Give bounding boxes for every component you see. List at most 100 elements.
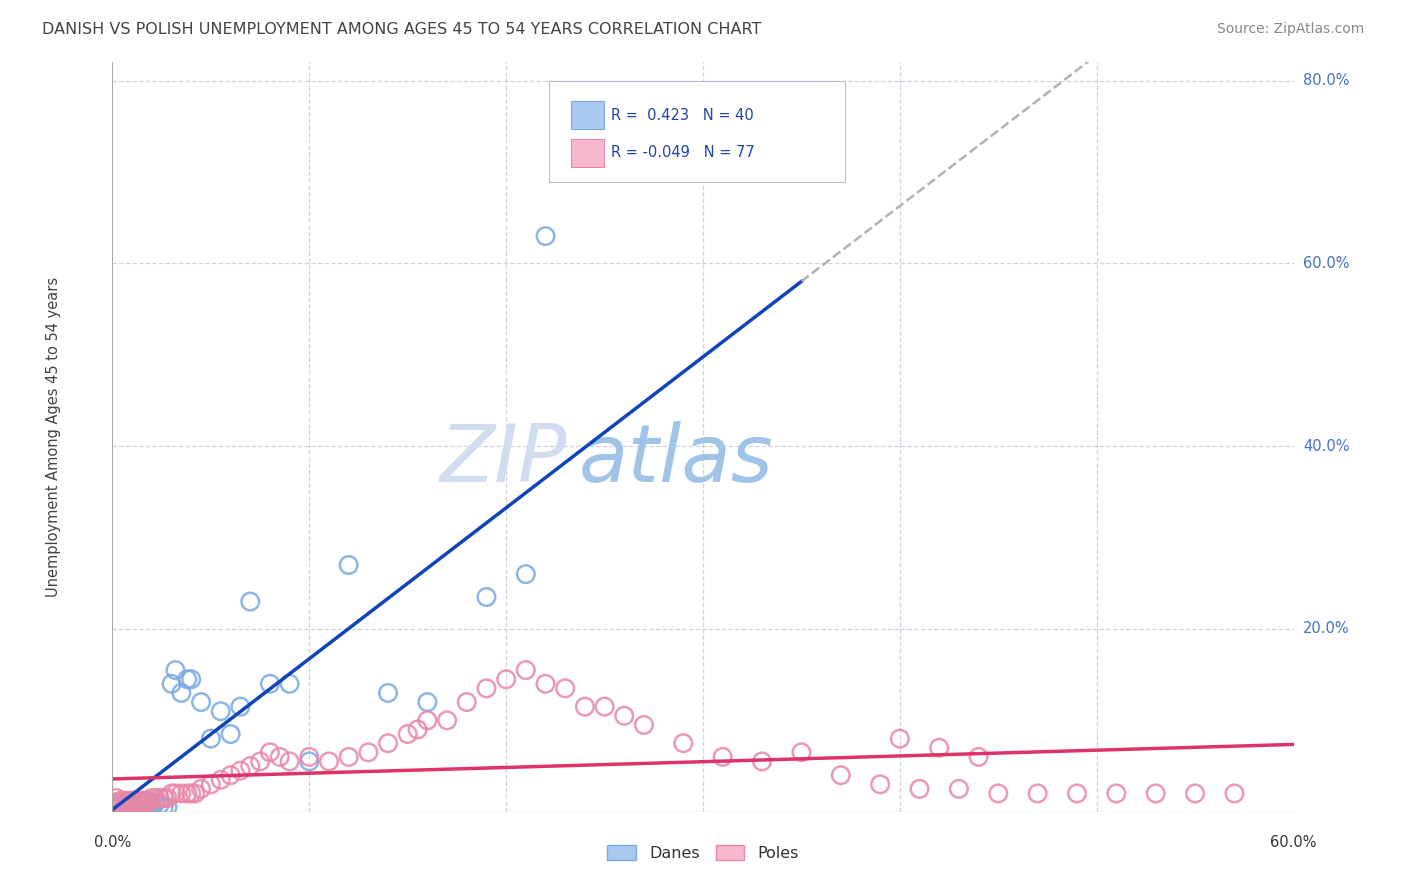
Point (105, 791, 128, 805)
Point (948, 781, 970, 796)
Point (830, 768, 852, 782)
Point (249, 755, 271, 769)
Point (141, 791, 163, 805)
Point (190, 695, 212, 709)
Point (436, 714, 458, 728)
Point (200, 777, 222, 791)
Point (165, 663, 187, 677)
Point (136, 796, 159, 810)
Point (967, 750, 990, 764)
Point (574, 699, 596, 714)
Point (554, 681, 576, 696)
Point (1066, 787, 1088, 801)
Point (219, 768, 242, 782)
Point (170, 686, 193, 700)
Point (132, 797, 155, 812)
Point (103, 796, 125, 810)
Point (145, 796, 167, 810)
Text: 40.0%: 40.0% (1303, 439, 1350, 454)
Point (633, 718, 655, 732)
Point (298, 750, 321, 764)
Text: atlas: atlas (579, 420, 773, 499)
Point (1184, 787, 1206, 801)
Text: Source: ZipAtlas.com: Source: ZipAtlas.com (1216, 22, 1364, 37)
Text: ZIP: ZIP (440, 420, 567, 499)
Text: 80.0%: 80.0% (1303, 73, 1350, 88)
Point (515, 567, 537, 582)
Point (377, 686, 399, 700)
Point (156, 791, 179, 805)
Point (475, 681, 498, 696)
Point (176, 787, 198, 801)
Point (278, 755, 301, 769)
Point (149, 797, 172, 812)
Point (131, 796, 153, 810)
Point (869, 777, 891, 791)
Point (456, 695, 478, 709)
Point (120, 796, 142, 810)
Point (145, 791, 167, 805)
Point (711, 750, 734, 764)
Point (110, 794, 132, 808)
Point (112, 794, 135, 808)
Text: R = -0.049   N = 77: R = -0.049 N = 77 (610, 145, 755, 161)
Point (139, 797, 162, 812)
Point (790, 745, 813, 759)
Point (515, 663, 537, 677)
Point (239, 594, 262, 608)
Point (259, 677, 281, 691)
Point (107, 796, 129, 810)
Point (121, 800, 143, 814)
Point (131, 796, 153, 810)
Point (269, 750, 291, 764)
Point (160, 787, 183, 801)
Point (125, 800, 148, 814)
Point (259, 745, 281, 759)
Point (141, 800, 163, 814)
Point (239, 759, 262, 773)
Point (156, 800, 179, 814)
Point (115, 796, 138, 810)
Point (1105, 787, 1128, 801)
Point (416, 714, 439, 728)
Text: R =  0.423   N = 40: R = 0.423 N = 40 (610, 108, 754, 122)
Text: 20.0%: 20.0% (1303, 622, 1350, 637)
Point (105, 800, 128, 814)
Point (160, 677, 183, 691)
Point (928, 740, 950, 755)
Point (475, 590, 498, 604)
Point (278, 677, 301, 691)
Point (751, 755, 773, 769)
Point (110, 797, 132, 812)
Point (129, 794, 152, 808)
Point (209, 772, 232, 787)
Point (170, 787, 193, 801)
Point (127, 796, 149, 810)
Text: Unemployment Among Ages 45 to 54 years: Unemployment Among Ages 45 to 54 years (46, 277, 60, 597)
Point (152, 791, 174, 805)
Point (1144, 787, 1167, 801)
Point (122, 797, 145, 812)
Bar (571, 101, 603, 129)
FancyBboxPatch shape (550, 81, 845, 182)
Point (200, 731, 222, 746)
Point (1223, 787, 1246, 801)
Text: 60.0%: 60.0% (1270, 835, 1317, 849)
Point (406, 723, 429, 737)
Point (180, 787, 202, 801)
Point (416, 695, 439, 709)
Point (337, 750, 360, 764)
Point (149, 791, 172, 805)
Point (318, 755, 340, 769)
Text: 60.0%: 60.0% (1303, 256, 1350, 271)
Point (908, 781, 931, 796)
Point (229, 699, 252, 714)
Point (122, 796, 145, 810)
Point (229, 764, 252, 778)
Point (298, 755, 321, 769)
Point (139, 796, 162, 810)
Point (396, 727, 419, 741)
Point (337, 558, 360, 572)
Point (176, 672, 198, 686)
Point (534, 677, 557, 691)
